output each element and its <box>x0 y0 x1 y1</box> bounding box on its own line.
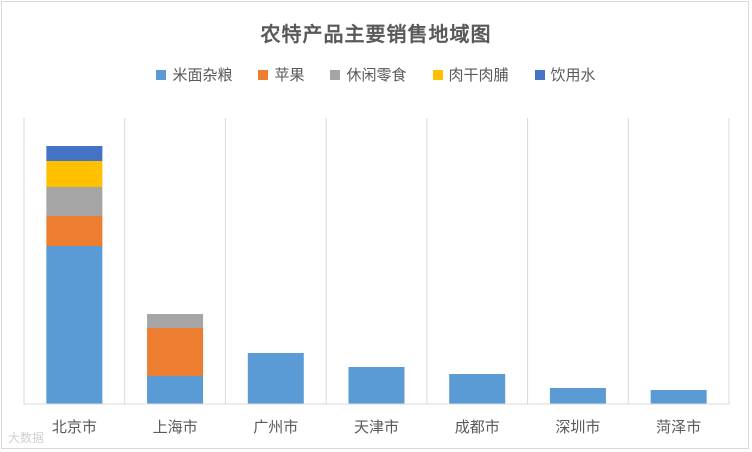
x-tick-label: 深圳市 <box>555 418 600 436</box>
legend-item: 饮用水 <box>534 64 596 85</box>
bar-segment <box>549 388 606 404</box>
x-tick-label: 成都市 <box>455 418 500 436</box>
legend-item: 苹果 <box>258 64 304 85</box>
x-tick-label: 天津市 <box>354 418 399 436</box>
legend-swatch <box>258 69 269 80</box>
bar-segment <box>147 376 204 404</box>
bar-segment <box>46 246 103 404</box>
x-tick-label: 菏泽市 <box>656 418 701 436</box>
bar-segment <box>46 216 103 246</box>
bar-segment <box>348 367 405 404</box>
x-tick-label: 北京市 <box>52 418 97 436</box>
legend-swatch <box>330 69 341 80</box>
legend-label: 肉干肉脯 <box>448 66 509 84</box>
x-tick-label: 上海市 <box>153 418 198 436</box>
bar-segment <box>147 314 204 328</box>
legend-label: 休闲零食 <box>346 66 407 84</box>
watermark: 大数据 <box>8 431 45 445</box>
bar-segment <box>46 161 103 187</box>
chart-title: 农特产品主要销售地域图 <box>260 22 492 46</box>
legend-swatch <box>156 69 167 80</box>
x-tick-label: 广州市 <box>253 418 298 436</box>
bar-segment <box>650 390 707 404</box>
bar-segment <box>46 187 103 216</box>
legend-swatch <box>432 69 443 80</box>
legend-item: 米面杂粮 <box>156 64 232 85</box>
legend-label: 饮用水 <box>550 66 596 84</box>
legend-label: 米面杂粮 <box>172 66 233 84</box>
bar-segment <box>449 374 506 404</box>
legend-item: 休闲零食 <box>330 64 407 85</box>
chart-legend: 米面杂粮 苹果 休闲零食 肉干肉脯 饮用水 <box>0 64 752 85</box>
legend-label: 苹果 <box>274 66 305 84</box>
legend-item: 肉干肉脯 <box>432 64 509 85</box>
bar-segment <box>247 353 304 404</box>
bar-segment <box>147 328 204 376</box>
legend-swatch <box>534 69 545 80</box>
bar-segment <box>46 146 103 161</box>
